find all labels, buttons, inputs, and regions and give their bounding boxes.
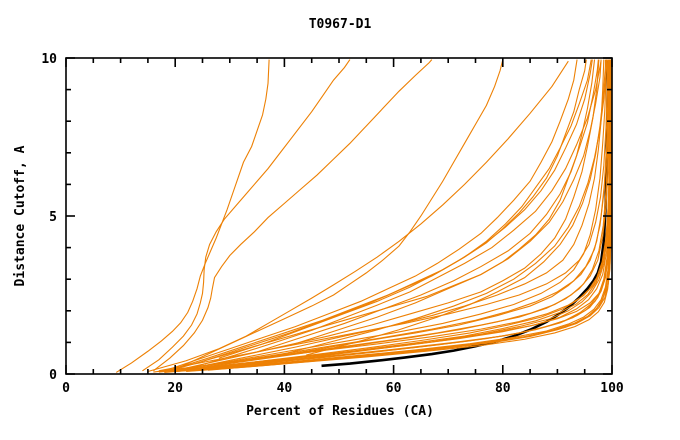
x-tick-label-40: 40: [277, 381, 293, 396]
series-line-pred-05: [164, 59, 578, 372]
series-line-pred-03: [153, 59, 433, 372]
series-line-pred-30: [218, 59, 592, 359]
tick-marks-group: [65, 57, 613, 375]
series-line-pred-36: [147, 60, 569, 372]
tick-labels-group: 0 20 40 60 80 100 0 5 10: [41, 52, 624, 396]
y-tick-label-0: 0: [49, 368, 57, 383]
series-line-pred-02: [142, 59, 351, 372]
x-tick-label-80: 80: [495, 381, 511, 396]
y-tick-label-5: 5: [49, 210, 57, 225]
page-title: T0967-D1: [309, 17, 372, 32]
x-tick-label-0: 0: [62, 381, 70, 396]
y-axis-label: Distance Cutoff, A: [13, 145, 28, 286]
series-line-pred-34: [306, 59, 607, 356]
series-line-pred-15: [164, 59, 611, 373]
series-line-pred-33: [289, 59, 602, 347]
series-line-pred-37: [196, 61, 602, 367]
series-line-pred-04: [174, 59, 504, 370]
plot-series-group: [115, 59, 613, 373]
series-line-pred-01: [115, 59, 270, 373]
series-line-pred-11: [158, 59, 609, 372]
series-line-pred-29: [229, 59, 613, 369]
x-tick-label-20: 20: [167, 381, 183, 396]
series-line-pred-35: [273, 59, 608, 358]
series-line-pred-09: [186, 59, 605, 370]
series-line-pred-10: [175, 59, 608, 371]
series-line-pred-13: [169, 59, 610, 372]
series-line-pred-08: [180, 59, 600, 370]
series-line-pred-32: [256, 59, 599, 353]
x-axis-label: Percent of Residues (CA): [246, 404, 434, 419]
y-tick-label-10: 10: [41, 52, 57, 67]
series-line-pred-31: [202, 59, 593, 362]
x-tick-label-60: 60: [386, 381, 402, 396]
x-tick-label-100: 100: [600, 381, 624, 396]
